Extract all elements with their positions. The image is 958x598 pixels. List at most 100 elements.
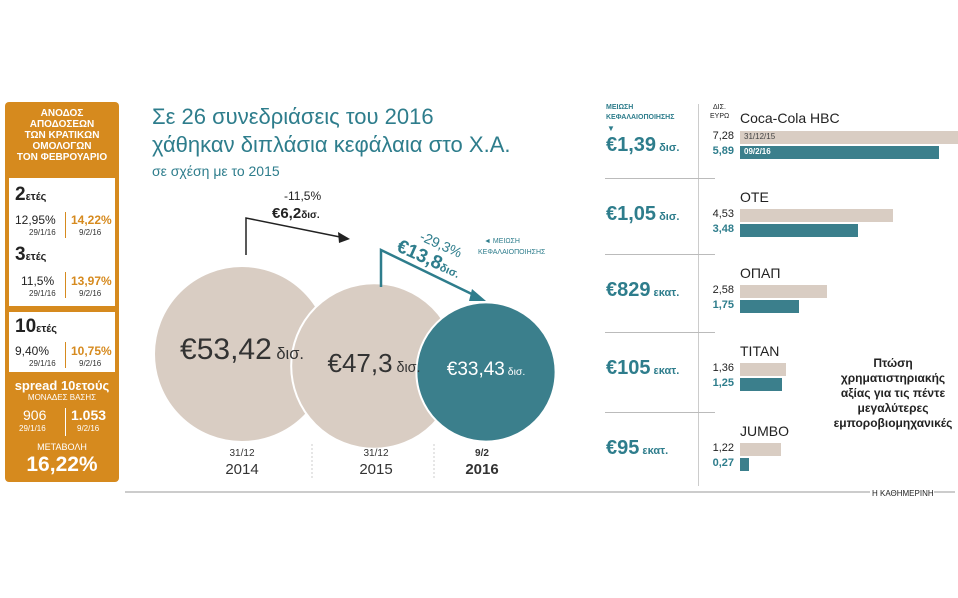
bubble-label-2014: €53,42 δισ. [162,333,322,367]
spread-new-date: 9/2/16 [77,424,100,433]
reduction-value: €829 εκατ. [606,279,679,302]
company-name: JUMBO [740,423,789,439]
old-date: 29/1/16 [29,359,56,368]
change-label: ΜΕΤΑΒΟΛΗ [37,442,87,452]
spread-sub: ΜΟΝΑΔΕΣ ΒΑΣΗΣ [27,393,97,402]
note-line: χρηματιστηριακής [840,371,946,385]
spread-old: 906 [23,407,47,423]
legend-old: 31/12/15 [744,132,776,141]
old-yield: 12,95% [15,213,56,227]
unit: ετές [25,251,47,263]
spread-new: 1.053 [71,407,107,423]
row-10y-label: 10ετές [15,316,57,338]
row-2y-label: 2ετές [15,184,46,206]
years: 3 [15,244,26,265]
old-value: 4,53 [712,208,734,220]
arrow1-unit: δισ. [301,210,320,221]
old-date: 29/1/16 [29,228,56,237]
legend-new: 09/2/16 [744,147,771,156]
new-value: 3,48 [712,223,734,235]
arrow2-note: ◄ ΜΕΙΩΣΗ [484,238,520,245]
old-value: 1,36 [712,362,734,374]
title-line-1: Σε 26 συνεδριάσεις του 2016 [152,104,434,129]
reduction-value: €95 εκατ. [606,437,668,460]
tick-date: 31/12 [363,448,389,459]
company-name: ΟΤΕ [740,189,769,205]
divider [698,104,699,486]
reduction-unit: εκατ. [639,445,669,457]
old-yield: 9,40% [15,344,50,358]
reduction-header-1: ΜΕΙΩΣΗ [606,104,634,111]
reduction-amount: €95 [606,437,640,459]
arrow1-value: €6,2δισ. [272,205,320,222]
bubble-label-2015: €47,3 δισ. [294,348,454,379]
note-line: εμποροβιομηχανικές [833,416,953,430]
old-value: 7,28 [712,130,734,142]
new-date: 9/2/16 [79,289,102,298]
reduction-amount: €1,05 [606,203,657,225]
heading-line: ΑΠΟΔΟΣΕΩΝ [29,119,95,130]
unit: ετές [25,191,47,203]
right-note: Πτώση χρηματιστηριακής αξίας για τις πέν… [828,356,958,431]
heading-line: ΑΝΟΔΟΣ [40,108,84,119]
row-divider [605,178,715,179]
row-divider [605,332,715,333]
reduction-unit: δισ. [656,211,680,223]
old-value: 1,22 [712,442,734,454]
company-name: ΤΙΤΑΝ [740,343,780,359]
reduction-value: €105 εκατ. [606,357,679,380]
note-line: μεγαλύτερες [857,401,929,415]
tick-date: 9/2 [475,448,489,459]
heading-line: ΟΜΟΛΟΓΩΝ [32,141,92,152]
reduction-unit: δισ. [656,142,680,154]
heading-line: ΤΟΝ ΦΕΒΡΟΥΑΡΙΟ [16,152,108,163]
bubble-value: €33,43 [446,358,505,380]
row-divider [605,254,715,255]
bar-old [740,131,958,144]
arrow-2014-2015 [245,217,350,255]
years: 2 [15,184,26,205]
bubble-unit: δισ. [392,359,421,376]
new-yield: 10,75% [71,344,112,358]
unit-header-1: ΔΙΣ. [713,104,726,111]
bar-new [740,458,750,471]
bond-box-2-3: 2ετές 12,95% 29/1/16 14,22% 9/2/16 3ετές… [9,178,115,306]
bond-panel-heading: ΑΝΟΔΟΣ ΑΠΟΔΟΣΕΩΝ ΤΩΝ ΚΡΑΤΙΚΩΝ ΟΜΟΛΟΓΩΝ Τ… [5,108,119,163]
bond-box-10: 10ετές 9,40% 29/1/16 10,75% 9/2/16 [9,312,115,372]
spread-old-date: 29/1/16 [19,424,46,433]
old-date: 29/1/16 [29,289,56,298]
spread-title: spread 10ετούς [14,378,110,393]
bar-old [740,285,828,298]
row-3y-label: 3ετές [15,244,46,266]
arrow1-pct: -11,5% [284,189,322,203]
unit-header-2: ΕΥΡΩ [710,113,730,120]
new-value: 1,75 [712,299,734,311]
bubble-unit: δισ. [504,366,526,378]
note-1: ΜΕΙΩΣΗ [492,238,520,245]
company-name: Coca-Cola HBC [740,110,840,126]
reduction-value: €1,05 δισ. [606,203,679,226]
bubble-unit: δισ. [271,345,304,363]
bar-old [740,443,782,456]
bar-old [740,363,786,376]
title-line-2: χάθηκαν διπλάσια κεφάλαια στο Χ.Α. [152,132,511,157]
bubble-2016 [415,301,557,443]
tick-date: 31/12 [229,448,255,459]
reduction-header-2: ΚΕΦΑΛΑΙΟΠΟΙΗΣΗΣ [606,114,675,121]
old-value: 2,58 [712,284,734,296]
bond-yield-panel: ΑΝΟΔΟΣ ΑΠΟΔΟΣΕΩΝ ΤΩΝ ΚΡΑΤΙΚΩΝ ΟΜΟΛΟΓΩΝ Τ… [5,102,119,482]
old-yield: 11,5% [21,274,55,288]
reduction-amount: €829 [606,279,651,301]
reduction-unit: εκατ. [650,287,680,299]
bar-old [740,209,894,222]
reduction-unit: εκατ. [650,365,680,377]
bar-new [740,224,858,237]
unit: ετές [36,323,57,335]
tick-year: 2016 [465,461,499,478]
bubble-value: €47,3 [327,347,393,378]
change-value: 16,22% [26,453,98,476]
baseline [125,491,955,493]
reduction-amount: €1,39 [606,134,657,156]
note-line: Πτώση [873,356,913,370]
years: 10 [15,316,37,337]
